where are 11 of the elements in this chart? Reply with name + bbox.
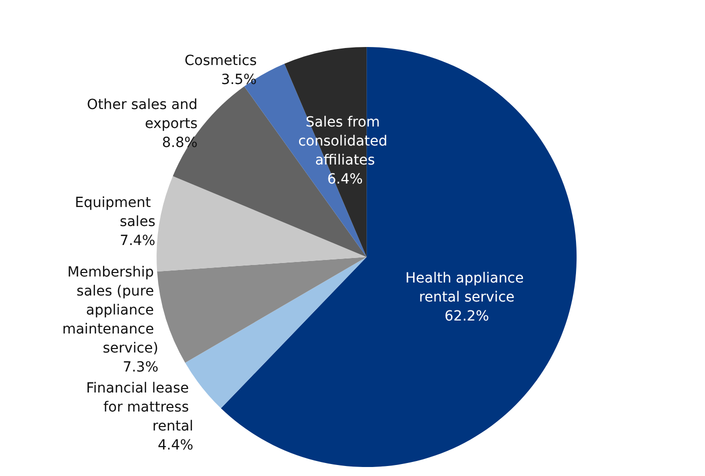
slice-label: Health appliance rental service	[405, 270, 528, 306]
data-label: 62.2%	[444, 308, 490, 324]
slice-label: Equipment sales	[74, 195, 156, 230]
slice-label: Membership sales (pure appliance maintenance service)	[62, 264, 158, 356]
data-label: 4.4%	[158, 437, 194, 454]
slice-label: Cosmetics	[184, 52, 257, 69]
data-label: 7.4%	[120, 233, 156, 250]
slice-label: Financial lease for mattress rental	[86, 380, 194, 434]
slice-label: Other sales and exports	[86, 96, 198, 132]
data-label: 3.5%	[221, 72, 257, 88]
data-label: 7.3%	[122, 359, 158, 376]
